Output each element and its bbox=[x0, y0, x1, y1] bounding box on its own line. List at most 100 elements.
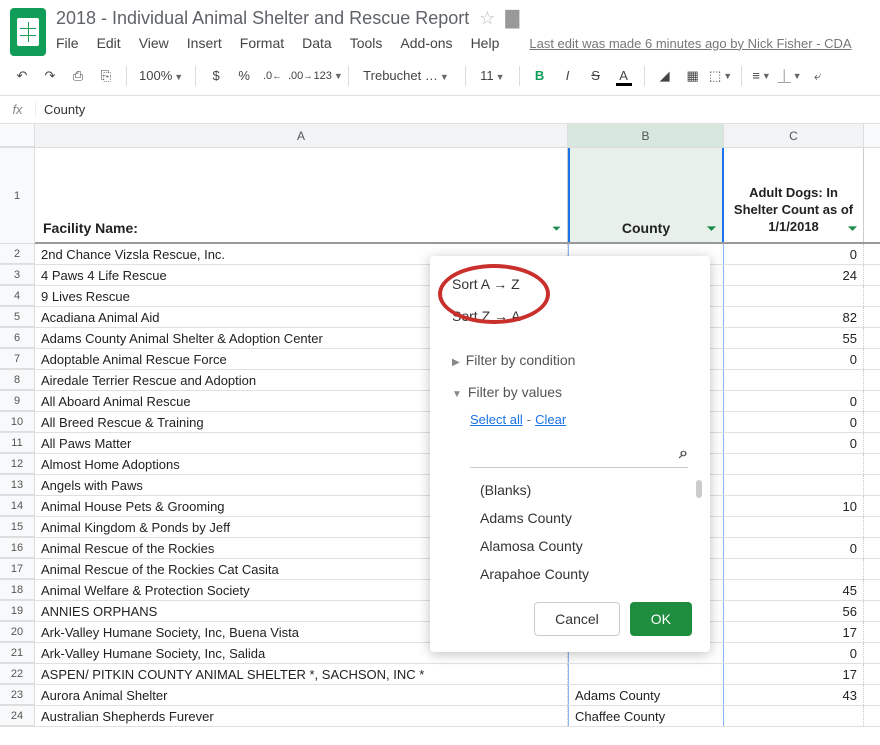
menu-data[interactable]: Data bbox=[302, 35, 332, 51]
clear-link[interactable]: Clear bbox=[535, 412, 566, 427]
cell-dogs[interactable] bbox=[724, 370, 864, 390]
folder-icon[interactable]: ▇ bbox=[505, 8, 519, 29]
cell-dogs[interactable] bbox=[724, 286, 864, 306]
cell-county[interactable]: Chaffee County bbox=[568, 706, 724, 726]
more-formats[interactable]: 123▼ bbox=[316, 64, 340, 88]
menu-format[interactable]: Format bbox=[240, 35, 284, 51]
cell-dogs[interactable]: 17 bbox=[724, 664, 864, 684]
sort-za[interactable]: Sort Z → A bbox=[430, 300, 710, 332]
italic-button[interactable]: I bbox=[556, 64, 580, 88]
row-header[interactable]: 12 bbox=[0, 454, 35, 474]
font-size-select[interactable]: 11▼ bbox=[474, 68, 510, 83]
merge-icon[interactable]: ⬚▼ bbox=[709, 64, 733, 88]
row-header[interactable]: 2 bbox=[0, 244, 35, 264]
filter-by-condition[interactable]: ▶Filter by condition bbox=[430, 344, 710, 376]
formula-value[interactable]: County bbox=[36, 102, 93, 117]
cell-dogs[interactable]: 17 bbox=[724, 622, 864, 642]
row-header[interactable]: 21 bbox=[0, 643, 35, 663]
menu-edit[interactable]: Edit bbox=[97, 35, 121, 51]
row-header[interactable]: 4 bbox=[0, 286, 35, 306]
cell-dogs[interactable]: 0 bbox=[724, 391, 864, 411]
currency-format[interactable]: $ bbox=[204, 64, 228, 88]
row-header[interactable]: 17 bbox=[0, 559, 35, 579]
row-header[interactable]: 22 bbox=[0, 664, 35, 684]
cell-dogs[interactable]: 10 bbox=[724, 496, 864, 516]
menu-file[interactable]: File bbox=[56, 35, 79, 51]
borders-icon[interactable]: ▦ bbox=[681, 64, 705, 88]
cell-dogs[interactable]: 43 bbox=[724, 685, 864, 705]
filter-icon[interactable]: ⏷ bbox=[552, 223, 561, 236]
menu-view[interactable]: View bbox=[139, 35, 169, 51]
undo-icon[interactable]: ↶ bbox=[10, 64, 34, 88]
cell-dogs[interactable]: 0 bbox=[724, 244, 864, 264]
cell-dogs[interactable]: 45 bbox=[724, 580, 864, 600]
filter-icon[interactable]: ⏷ bbox=[848, 222, 857, 236]
print-icon[interactable]: ⎙ bbox=[66, 64, 90, 88]
sheets-logo[interactable] bbox=[10, 8, 46, 56]
row-header[interactable]: 14 bbox=[0, 496, 35, 516]
cell-dogs[interactable]: 82 bbox=[724, 307, 864, 327]
row-header[interactable]: 11 bbox=[0, 433, 35, 453]
cell-dogs[interactable] bbox=[724, 454, 864, 474]
row-header[interactable]: 8 bbox=[0, 370, 35, 390]
row-header[interactable]: 20 bbox=[0, 622, 35, 642]
filter-value-item[interactable]: Alamosa County bbox=[480, 532, 688, 560]
row-header[interactable]: 10 bbox=[0, 412, 35, 432]
cell-county[interactable] bbox=[568, 664, 724, 684]
row-header[interactable]: 16 bbox=[0, 538, 35, 558]
filter-icon[interactable]: ⏷ bbox=[707, 223, 716, 236]
filter-search-input[interactable] bbox=[470, 447, 679, 462]
sort-az[interactable]: Sort A → Z bbox=[430, 268, 710, 300]
cell-dogs[interactable]: 0 bbox=[724, 433, 864, 453]
redo-icon[interactable]: ↷ bbox=[38, 64, 62, 88]
row-header[interactable]: 18 bbox=[0, 580, 35, 600]
header-facility-name[interactable]: Facility Name:⏷ bbox=[35, 148, 568, 242]
cell-facility[interactable]: ASPEN/ PITKIN COUNTY ANIMAL SHELTER *, S… bbox=[35, 664, 568, 684]
row-header[interactable]: 19 bbox=[0, 601, 35, 621]
valign-icon[interactable]: ⏊▼ bbox=[778, 64, 802, 88]
row-header[interactable]: 24 bbox=[0, 706, 35, 726]
bold-button[interactable]: B bbox=[528, 64, 552, 88]
filter-value-item[interactable]: (Blanks) bbox=[480, 476, 688, 504]
cell-dogs[interactable]: 56 bbox=[724, 601, 864, 621]
filter-value-item[interactable]: Adams County bbox=[480, 504, 688, 532]
font-select[interactable]: Trebuchet …▼ bbox=[357, 68, 457, 83]
cell-dogs[interactable]: 0 bbox=[724, 643, 864, 663]
row-header[interactable]: 3 bbox=[0, 265, 35, 285]
cell-dogs[interactable]: 55 bbox=[724, 328, 864, 348]
col-header-a[interactable]: A bbox=[35, 124, 568, 147]
row-header[interactable]: 7 bbox=[0, 349, 35, 369]
filter-scrollbar[interactable] bbox=[696, 480, 702, 498]
ok-button[interactable]: OK bbox=[630, 602, 692, 636]
cell-dogs[interactable] bbox=[724, 706, 864, 726]
row-header[interactable]: 9 bbox=[0, 391, 35, 411]
doc-title[interactable]: 2018 - Individual Animal Shelter and Res… bbox=[56, 8, 469, 29]
select-all-corner[interactable] bbox=[0, 124, 35, 147]
last-edit-link[interactable]: Last edit was made 6 minutes ago by Nick… bbox=[529, 36, 851, 51]
cell-facility[interactable]: Australian Shepherds Furever bbox=[35, 706, 568, 726]
zoom-select[interactable]: 100%▼ bbox=[135, 68, 187, 83]
wrap-icon[interactable]: ⤶ bbox=[806, 64, 830, 88]
halign-icon[interactable]: ≡▼ bbox=[750, 64, 774, 88]
cell-dogs[interactable]: 0 bbox=[724, 538, 864, 558]
header-adult-dogs[interactable]: Adult Dogs: In Shelter Count as of 1/1/2… bbox=[724, 148, 864, 242]
row-header[interactable]: 5 bbox=[0, 307, 35, 327]
percent-format[interactable]: % bbox=[232, 64, 256, 88]
cell-dogs[interactable]: 0 bbox=[724, 349, 864, 369]
inc-decimal[interactable]: .00→ bbox=[288, 64, 312, 88]
col-header-b[interactable]: B bbox=[568, 124, 724, 147]
cell-dogs[interactable] bbox=[724, 559, 864, 579]
fill-color-icon[interactable]: ◢ bbox=[653, 64, 677, 88]
dec-decimal[interactable]: .0← bbox=[260, 64, 284, 88]
cell-dogs[interactable] bbox=[724, 475, 864, 495]
cancel-button[interactable]: Cancel bbox=[534, 602, 620, 636]
cell-dogs[interactable]: 24 bbox=[724, 265, 864, 285]
row-header-1[interactable]: 1 bbox=[0, 148, 35, 244]
star-icon[interactable]: ☆ bbox=[479, 8, 495, 29]
text-color-button[interactable]: A bbox=[612, 64, 636, 88]
select-all-link[interactable]: Select all bbox=[470, 412, 523, 427]
menu-tools[interactable]: Tools bbox=[350, 35, 383, 51]
filter-value-item[interactable]: Arapahoe County bbox=[480, 560, 688, 588]
row-header[interactable]: 23 bbox=[0, 685, 35, 705]
cell-county[interactable]: Adams County bbox=[568, 685, 724, 705]
